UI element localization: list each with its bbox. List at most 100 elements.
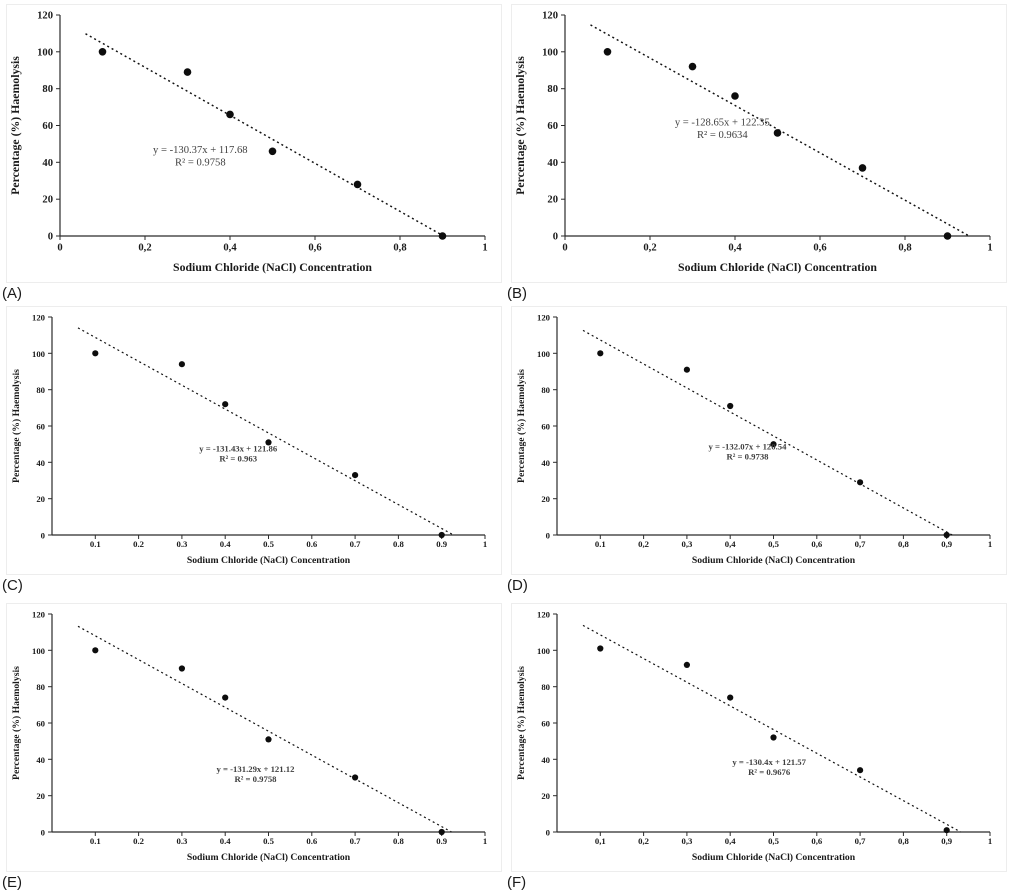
x-tick-label: 0.4 [220,539,232,549]
y-tick-label: 80 [36,385,45,395]
data-point [773,129,782,137]
panel-label-b: (B) [507,285,527,302]
y-tick-label: 60 [541,719,550,729]
y-tick-label: 80 [541,682,550,692]
y-axis-label: Percentage (%) Haemolysis [8,56,22,195]
scatter-chart: 0 20 40 60 80 100 120 0 0,2 0,4 0,6 0,8 1 Sodium Chlo… [8,11,488,275]
y-tick-label: 20 [36,791,45,801]
data-point [727,694,734,701]
y-tick-label: 40 [547,158,558,169]
y-tick-label: 20 [541,791,550,801]
panel-label-a: (A) [2,285,22,302]
x-axis-label: Sodium Chloride (NaCl) Concentration [173,260,372,274]
x-tick-label: 0.9 [436,836,448,846]
x-tick-label: 0,2 [638,539,649,549]
trendline [582,329,953,536]
x-tick-label: 0.2 [133,539,144,549]
data-point [683,661,690,668]
x-tick-label: 0.6 [306,539,318,549]
y-tick-label: 120 [32,313,46,323]
equation-label: y = -131.43x + 121.86 [199,443,278,453]
x-tick-label: 0 [562,243,567,254]
x-tick-label: 0.1 [90,539,101,549]
data-point [92,647,99,654]
data-point [226,110,234,119]
r-squared-label: R² = 0.9738 [726,452,769,462]
y-axis-label: Percentage (%) Haemolysis [516,666,527,780]
x-tick-label: 0,6 [811,539,823,549]
x-axis-label: Sodium Chloride (NaCl) Concentration [692,852,856,863]
chart-panel-e: 0 20 40 60 80 100 120 0.1 0.2 0.3 0.4 0.5 0.6 0.7 0.8 0… [6,603,502,872]
data-point [438,828,445,836]
data-point [352,472,359,479]
data-point [353,180,362,189]
y-tick-label: 60 [547,121,558,132]
r-squared-label: R² = 0.9758 [175,157,226,168]
r-squared-label: R² = 0.9758 [234,774,277,784]
y-tick-label: 0 [546,531,551,541]
panel-label-d: (D) [507,577,528,594]
y-tick-label: 80 [36,682,45,692]
r-squared-label: R² = 0.9634 [697,130,748,141]
x-tick-label: 0,3 [681,836,693,846]
x-tick-label: 0,9 [941,539,953,549]
data-point [770,441,777,448]
x-tick-label: 0.9 [436,539,448,549]
y-tick-label: 60 [36,422,45,432]
y-tick-label: 80 [547,84,558,95]
data-point [943,531,950,539]
y-tick-label: 100 [37,47,53,58]
data-point [857,479,864,486]
data-point [597,350,604,357]
equation-label: y = -131.29x + 121.12 [217,764,295,774]
y-tick-label: 100 [537,646,551,656]
y-tick-label: 120 [32,610,46,620]
x-tick-label: 0.1 [595,539,606,549]
y-tick-label: 20 [541,494,550,504]
y-tick-label: 40 [541,755,550,765]
data-point [268,147,277,156]
x-tick-label: 0.7 [350,539,362,549]
x-tick-label: 1 [988,539,992,549]
y-axis-label: Percentage (%) Haemolysis [516,369,527,483]
y-tick-label: 100 [542,47,558,58]
y-tick-label: 120 [537,313,551,323]
scatter-chart: 0 20 40 60 80 100 120 0,1 0,2 0,3 0,4 0,5 0,6 0,7 0,8 0… [516,610,992,864]
x-tick-label: 0.2 [133,836,144,846]
x-tick-label: 0.3 [176,836,188,846]
panel-label-f: (F) [507,874,527,891]
x-tick-label: 0.7 [350,836,362,846]
x-tick-label: 0.6 [306,836,318,846]
y-tick-label: 60 [541,422,550,432]
equation-label: y = -128.65x + 122.35 [675,118,770,129]
data-point [943,827,950,834]
trendline [85,33,444,237]
chart-panel-c: 0 20 40 60 80 100 120 0.1 0.2 0.3 0.4 0.5 0.6 0.7 0.8 0… [6,306,502,575]
data-point [683,366,690,373]
x-tick-label: 0,5 [768,836,780,846]
x-tick-label: 0.4 [220,836,232,846]
y-axis-label: Percentage (%) Haemolysis [11,369,22,483]
y-tick-label: 80 [42,84,53,95]
x-tick-label: 0.5 [263,836,275,846]
y-axis-label: Percentage (%) Haemolysis [11,666,22,780]
r-squared-label: R² = 0.963 [219,454,257,464]
x-tick-label: 0,5 [768,539,780,549]
panel-label-c: (C) [2,577,23,594]
scatter-chart: 0 20 40 60 80 100 120 0 0,2 0,4 0,6 0,8 1 Sodium Chlo… [513,11,993,275]
x-tick-label: 0.8 [393,836,405,846]
x-tick-label: 0,6 [811,836,823,846]
x-tick-label: 1 [988,836,992,846]
data-point [770,734,777,741]
y-tick-label: 0 [546,828,551,838]
trendline [582,624,961,833]
data-point [178,361,185,368]
x-tick-label: 0,1 [595,836,606,846]
panel-b: 0 20 40 60 80 100 120 0 0,2 0,4 0,6 0,8 1 Sodium Chlo… [505,0,1010,302]
scatter-chart: 0 20 40 60 80 100 120 0.1 0.2 0.3 0.4 0.5 0.6 0.7 0.8 0… [11,313,487,567]
chart-panel-b: 0 20 40 60 80 100 120 0 0,2 0,4 0,6 0,8 1 Sodium Chlo… [511,4,1007,283]
x-axis-label: Sodium Chloride (NaCl) Concentration [678,260,877,274]
x-tick-label: 0,6 [813,243,826,254]
chart-panel-a: 0 20 40 60 80 100 120 0 0,2 0,4 0,6 0,8 1 Sodium Chlo… [6,4,502,283]
